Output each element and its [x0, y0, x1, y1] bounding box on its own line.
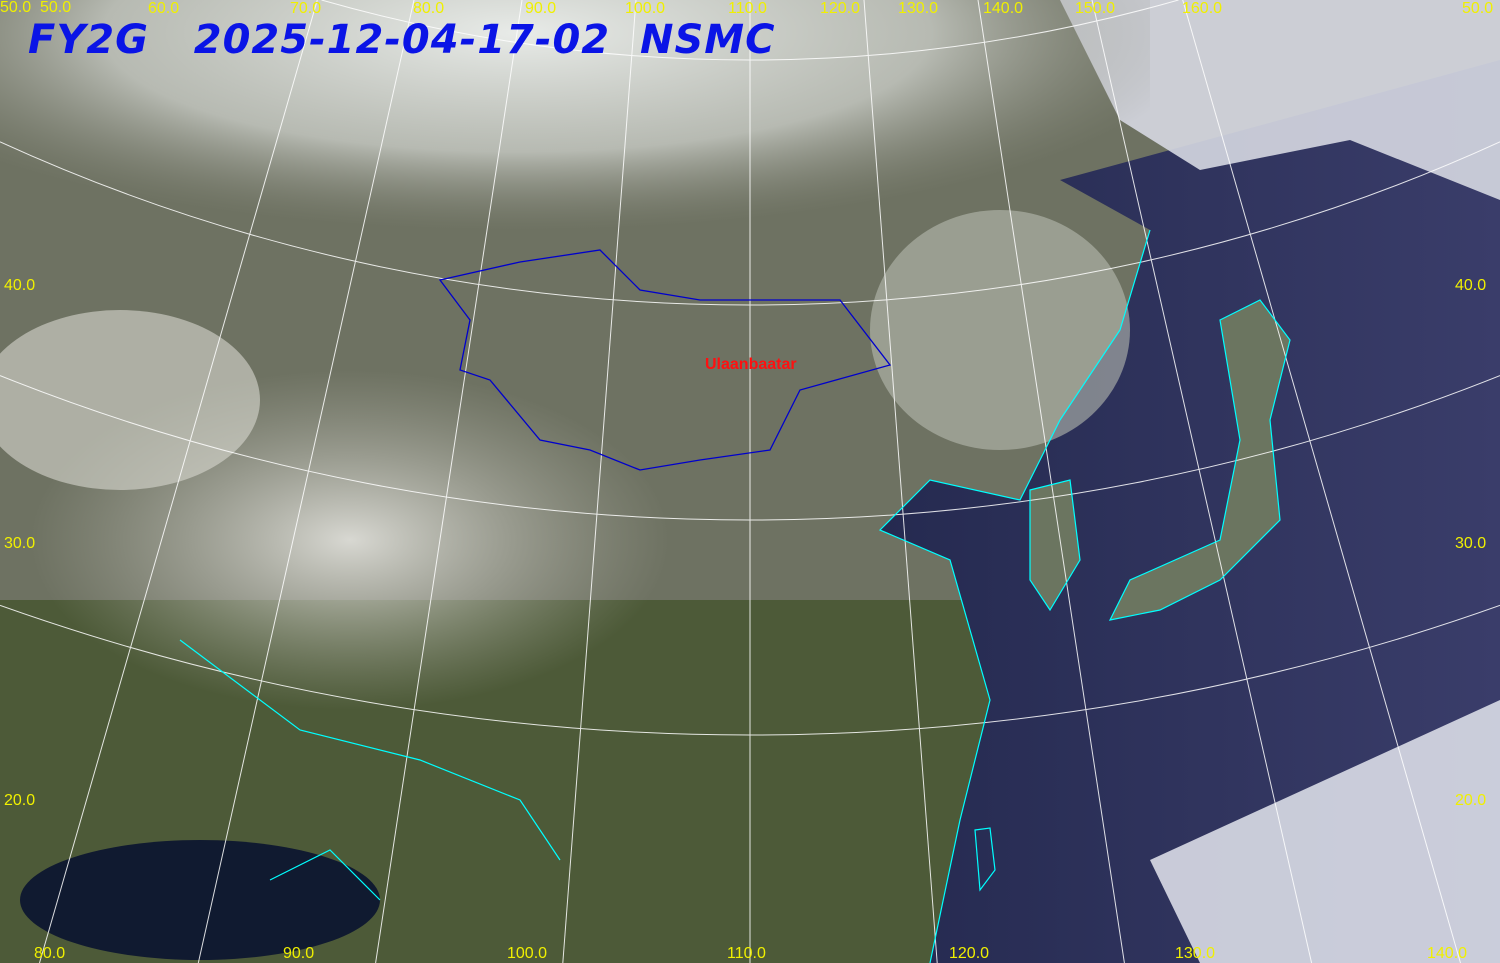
mongolia-border — [438, 249, 892, 471]
lon-label: 130.0 — [898, 0, 939, 17]
longitude-line — [863, 0, 938, 963]
lon-label: 160.0 — [1182, 0, 1223, 17]
lon-label: 120.0 — [820, 0, 861, 17]
lon-label: 70.0 — [290, 0, 322, 17]
lat-label: 50.0 — [1462, 0, 1494, 17]
image-title: FY2G 2025-12-04-17-02 NSMC — [28, 18, 775, 62]
lon-label: 120.0 — [949, 945, 990, 962]
lon-label: 100.0 — [507, 945, 548, 962]
coastline — [179, 229, 1291, 963]
longitude-line — [39, 0, 318, 963]
lon-label: 80.0 — [34, 945, 66, 962]
lon-label: 80.0 — [413, 0, 445, 17]
lat-label: 40.0 — [4, 277, 36, 294]
lon-label: 140.0 — [983, 0, 1024, 17]
longitude-line — [1182, 0, 1461, 963]
lon-label: 60.0 — [148, 0, 180, 17]
lon-label: 130.0 — [1175, 945, 1216, 962]
image-datetime: 2025-12-04-17-02 — [193, 17, 611, 63]
lat-label: 30.0 — [1455, 535, 1487, 552]
lat-label: 20.0 — [1455, 792, 1487, 809]
longitude-line — [1091, 0, 1313, 963]
lat-label: 40.0 — [1455, 277, 1487, 294]
lon-label: 90.0 — [283, 945, 315, 962]
longitude-line — [375, 0, 523, 963]
lon-label: 90.0 — [525, 0, 557, 17]
longitude-line — [562, 0, 637, 963]
lon-label: 140.0 — [1427, 945, 1468, 962]
lon-label: 150.0 — [1075, 0, 1116, 17]
lon-label: 50.0 — [0, 0, 32, 16]
lon-label: 110.0 — [727, 945, 766, 962]
longitude-line — [977, 0, 1125, 963]
lat-label: 30.0 — [4, 535, 36, 552]
lon-label: 110.0 — [728, 0, 767, 17]
agency-name: NSMC — [639, 17, 776, 63]
lat-label: 50.0 — [40, 0, 72, 16]
longitude-line — [197, 0, 415, 963]
lon-label: 100.0 — [625, 0, 666, 17]
city-label-ulaanbaatar: Ulaanbaatar — [705, 356, 797, 373]
satellite-name: FY2G — [28, 17, 149, 63]
lat-label: 20.0 — [4, 792, 36, 809]
